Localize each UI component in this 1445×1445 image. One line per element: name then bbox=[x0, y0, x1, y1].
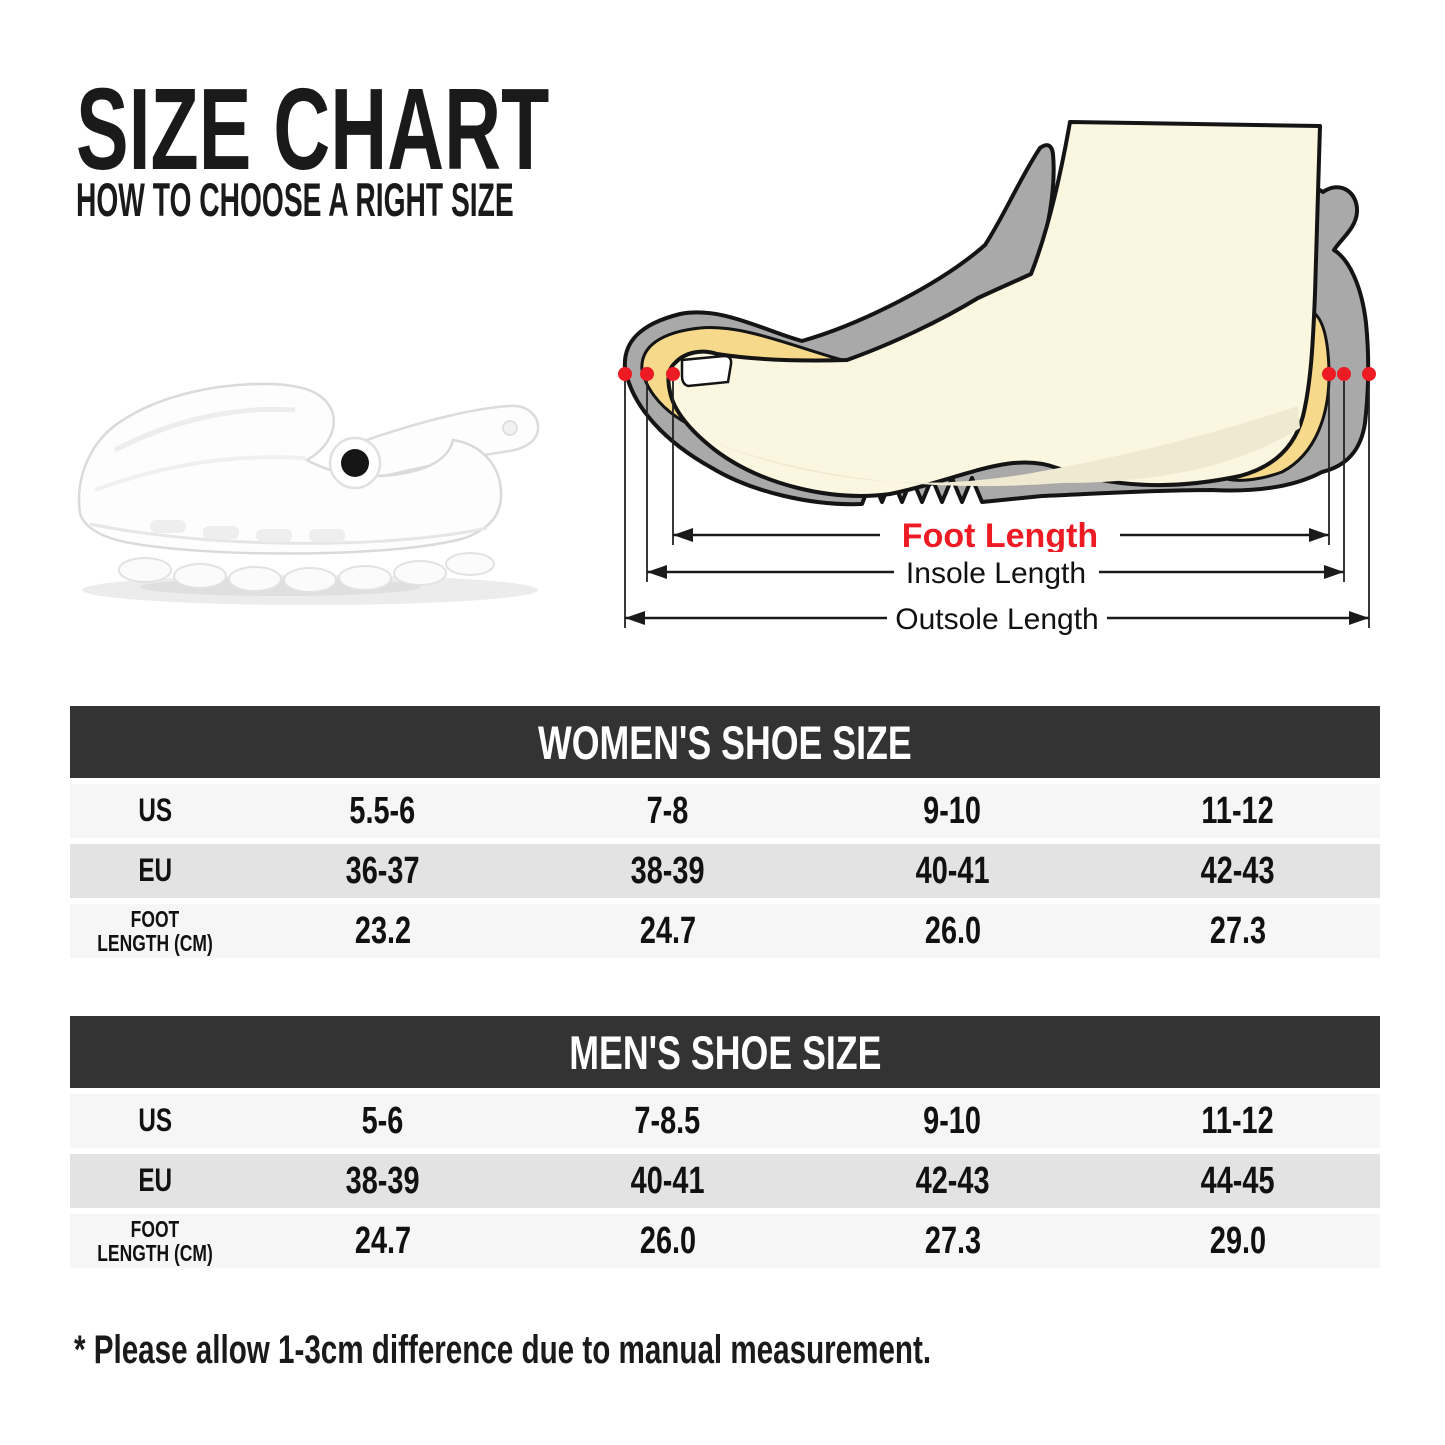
cell-women-us-4: 11-12 bbox=[1201, 789, 1274, 832]
measurement-dots bbox=[618, 367, 1376, 381]
foot-shading bbox=[707, 406, 1300, 487]
cell-men-eu-1: 38-39 bbox=[345, 1159, 420, 1202]
cell-women-us-3: 9-10 bbox=[923, 789, 982, 832]
row-header-us: US bbox=[138, 1102, 172, 1139]
cell-men-us-2: 7-8.5 bbox=[634, 1099, 701, 1142]
cell-men-fl-2: 26.0 bbox=[639, 1219, 696, 1262]
table-row-men-footlength: FOOT LENGTH (CM) 24.7 26.0 27.3 29.0 bbox=[70, 1214, 1380, 1268]
cell-men-fl-1: 24.7 bbox=[354, 1219, 411, 1262]
row-header-eu: EU bbox=[138, 1162, 172, 1199]
table-row-women-eu: EU 36-37 38-39 40-41 42-43 bbox=[70, 844, 1380, 898]
clog-body bbox=[77, 382, 503, 555]
mens-table-header: MEN'S SHOE SIZE bbox=[70, 1016, 1380, 1088]
cell-women-eu-1: 36-37 bbox=[345, 849, 420, 892]
page-subtitle: HOW TO CHOOSE A RIGHT SIZE bbox=[76, 172, 805, 227]
cell-men-eu-4: 44-45 bbox=[1200, 1159, 1275, 1202]
foot-length-label: Foot Length bbox=[902, 517, 1098, 555]
clog-crease-mid bbox=[94, 455, 306, 492]
table-row-women-us: US 5.5-6 7-8 9-10 11-12 bbox=[70, 784, 1380, 838]
row-header-us: US bbox=[138, 792, 172, 829]
foot-shape bbox=[666, 120, 1322, 498]
cell-women-eu-4: 42-43 bbox=[1200, 849, 1275, 892]
page-title-text: SIZE CHART bbox=[76, 64, 550, 194]
row-header-foot-length: FOOT LENGTH (CM) bbox=[97, 905, 213, 956]
cell-women-us-1: 5.5-6 bbox=[349, 789, 416, 832]
table-row-men-eu: EU 38-39 40-41 42-43 44-45 bbox=[70, 1154, 1380, 1208]
cell-women-fl-1: 23.2 bbox=[354, 909, 411, 952]
outsole-length-label: Outsole Length bbox=[895, 603, 1098, 636]
cell-men-us-1: 5-6 bbox=[361, 1099, 404, 1142]
foot-measurement-diagram: Foot Length Insole Length Outsole Length bbox=[618, 120, 1376, 638]
insole-length-label: Insole Length bbox=[906, 557, 1086, 590]
cell-women-us-2: 7-8 bbox=[646, 789, 689, 832]
clog-side-vents bbox=[150, 520, 345, 542]
clog-product-image bbox=[77, 382, 540, 605]
mens-size-table: MEN'S SHOE SIZE US 5-6 7-8.5 9-10 11-12 … bbox=[70, 1016, 1380, 1268]
page-title: SIZE CHART bbox=[76, 64, 772, 194]
foot-length-arrow: Foot Length bbox=[673, 513, 1329, 557]
cell-men-eu-3: 42-43 bbox=[915, 1159, 990, 1202]
table-row-women-footlength: FOOT LENGTH (CM) 23.2 24.7 26.0 27.3 bbox=[70, 904, 1380, 958]
cell-women-fl-3: 26.0 bbox=[924, 909, 981, 952]
mens-table-title: MEN'S SHOE SIZE bbox=[568, 1025, 882, 1079]
cell-men-us-3: 9-10 bbox=[923, 1099, 982, 1142]
womens-size-table: WOMEN'S SHOE SIZE US 5.5-6 7-8 9-10 11-1… bbox=[70, 706, 1380, 958]
cell-men-fl-3: 27.3 bbox=[924, 1219, 981, 1262]
measurement-note-text: * Please allow 1-3cm difference due to m… bbox=[74, 1328, 932, 1372]
row-header-foot-length: FOOT LENGTH (CM) bbox=[97, 1215, 213, 1266]
cell-women-fl-2: 24.7 bbox=[639, 909, 696, 952]
measurement-guide-lines bbox=[624, 381, 1370, 628]
clog-rivet-button bbox=[341, 449, 369, 477]
cell-women-eu-3: 40-41 bbox=[915, 849, 990, 892]
measurement-note: * Please allow 1-3cm difference due to m… bbox=[74, 1328, 1232, 1373]
table-row-men-us: US 5-6 7-8.5 9-10 11-12 bbox=[70, 1094, 1380, 1148]
cell-women-eu-2: 38-39 bbox=[630, 849, 705, 892]
clog-sole-treads bbox=[118, 552, 495, 593]
cell-men-us-4: 11-12 bbox=[1201, 1099, 1274, 1142]
toenail-shape bbox=[680, 354, 733, 388]
row-header-eu: EU bbox=[138, 852, 172, 889]
clog-sole-line bbox=[89, 522, 488, 545]
page-subtitle-text: HOW TO CHOOSE A RIGHT SIZE bbox=[76, 173, 514, 226]
clog-strap-hole bbox=[502, 420, 518, 436]
insole-length-arrow: Insole Length bbox=[647, 552, 1344, 592]
outsole-length-arrow: Outsole Length bbox=[625, 598, 1369, 638]
cell-women-fl-4: 27.3 bbox=[1209, 909, 1266, 952]
womens-table-title: WOMEN'S SHOE SIZE bbox=[538, 715, 912, 769]
womens-table-header: WOMEN'S SHOE SIZE bbox=[70, 706, 1380, 778]
cell-men-fl-4: 29.0 bbox=[1209, 1219, 1266, 1262]
cell-men-eu-2: 40-41 bbox=[630, 1159, 705, 1202]
clog-crease-top bbox=[113, 406, 296, 453]
